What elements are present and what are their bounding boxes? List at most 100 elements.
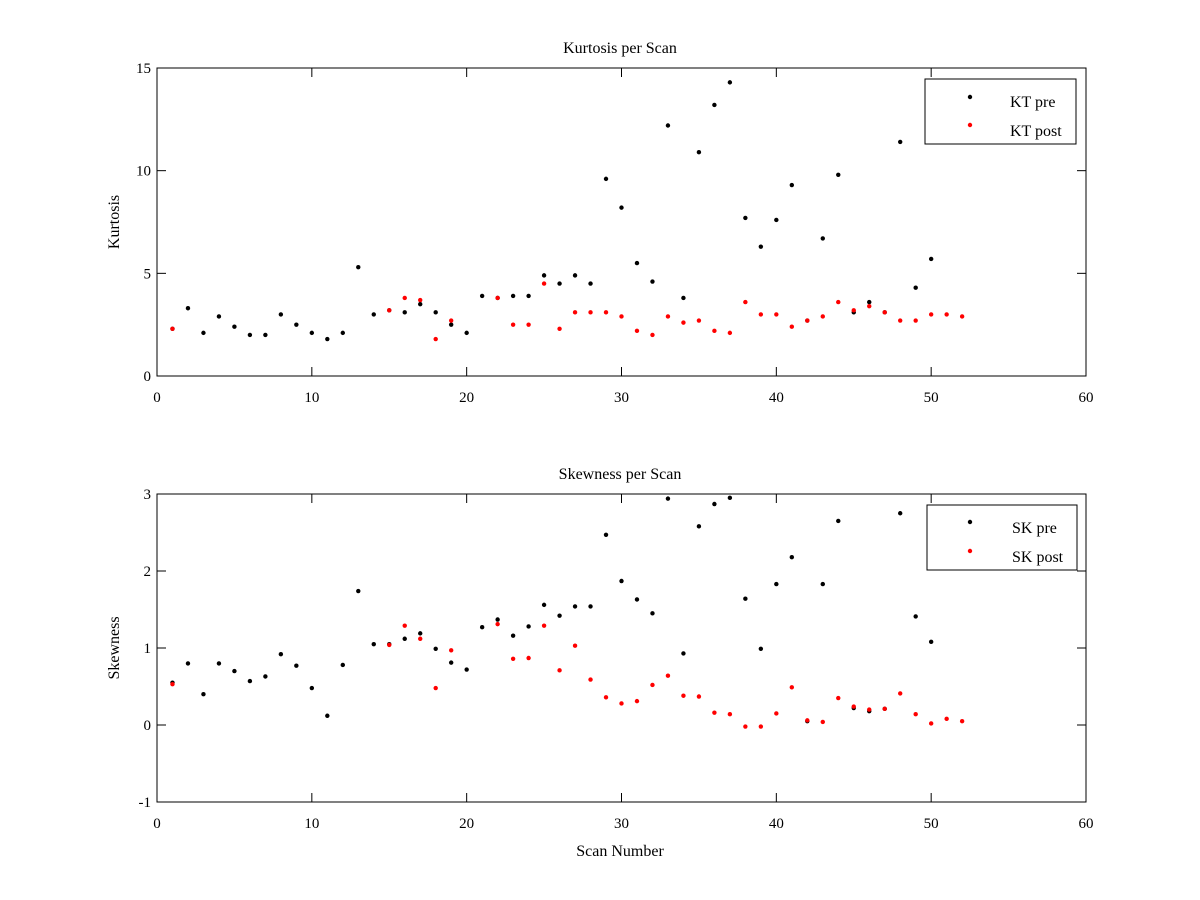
data-point-pre bbox=[325, 713, 330, 718]
data-point-post bbox=[433, 336, 438, 342]
x-tick-label: 40 bbox=[769, 816, 784, 832]
data-point-post bbox=[959, 718, 965, 724]
data-point-pre bbox=[479, 293, 485, 299]
data-point-post bbox=[836, 299, 841, 305]
x-tick-label: 0 bbox=[153, 390, 161, 406]
data-point-post bbox=[820, 719, 825, 725]
data-point-pre bbox=[247, 678, 253, 684]
data-point-post bbox=[650, 332, 655, 338]
axes-frame bbox=[156, 67, 1087, 377]
x-tick-label: 10 bbox=[304, 816, 319, 832]
data-point-pre bbox=[557, 281, 562, 286]
data-point-pre bbox=[898, 139, 903, 145]
data-point-pre bbox=[820, 236, 825, 241]
data-point-pre bbox=[448, 660, 454, 665]
data-point-post bbox=[510, 322, 516, 327]
data-point-post bbox=[867, 303, 872, 309]
data-point-post bbox=[959, 314, 965, 319]
legend-marker-sk-pre bbox=[967, 519, 973, 525]
data-point-post bbox=[882, 706, 887, 712]
data-point-post bbox=[526, 655, 531, 661]
data-point-pre bbox=[448, 322, 454, 327]
data-point-post bbox=[572, 310, 578, 315]
data-point-post bbox=[170, 681, 175, 687]
data-point-pre bbox=[201, 330, 206, 336]
data-point-pre bbox=[510, 293, 516, 299]
y-tick-label: 5 bbox=[144, 266, 152, 282]
data-point-pre bbox=[495, 617, 500, 622]
data-point-post bbox=[387, 642, 392, 648]
data-point-pre bbox=[588, 281, 593, 286]
data-point-post bbox=[789, 324, 795, 329]
data-point-pre bbox=[479, 625, 485, 630]
data-point-pre bbox=[557, 613, 562, 618]
data-point-pre bbox=[696, 524, 702, 529]
data-point-post bbox=[634, 328, 640, 334]
x-tick-label: 60 bbox=[1079, 390, 1094, 406]
data-point-pre bbox=[774, 217, 779, 223]
data-point-post bbox=[495, 295, 500, 301]
data-point-pre bbox=[665, 496, 671, 501]
legend-marker-kt-pre bbox=[967, 94, 973, 100]
data-point-pre bbox=[898, 511, 903, 516]
data-point-post bbox=[681, 320, 686, 325]
data-point-pre bbox=[247, 332, 253, 338]
data-point-post bbox=[603, 695, 609, 700]
data-point-post bbox=[867, 707, 872, 712]
kurtosis-axes: Kurtosis per Scan Kurtosis 0 10 20 30 40 50 60… bbox=[106, 40, 1094, 406]
data-point-pre bbox=[619, 205, 624, 210]
data-point-pre bbox=[433, 310, 438, 315]
data-point-pre bbox=[836, 518, 841, 524]
data-point-pre bbox=[712, 102, 717, 108]
data-point-post bbox=[696, 694, 702, 699]
data-point-post bbox=[898, 691, 903, 696]
data-point-post bbox=[557, 668, 562, 673]
data-point-pre bbox=[433, 646, 438, 651]
data-point-post bbox=[665, 673, 671, 678]
data-point-post bbox=[944, 716, 949, 722]
legend-label-kt-pre: KT pre bbox=[1010, 94, 1055, 111]
data-point-pre bbox=[294, 663, 299, 668]
data-point-pre bbox=[185, 306, 191, 311]
legend: SK pre SK post bbox=[926, 504, 1078, 571]
data-point-pre bbox=[727, 80, 733, 85]
x-tick-label: 10 bbox=[304, 390, 319, 406]
data-point-post bbox=[495, 621, 500, 627]
x-tick-label: 20 bbox=[459, 390, 474, 406]
y-tick-label: 0 bbox=[144, 369, 152, 385]
data-point-pre bbox=[278, 312, 284, 317]
data-point-pre bbox=[294, 322, 299, 327]
data-point-post bbox=[758, 724, 764, 729]
data-point-post bbox=[572, 643, 578, 648]
data-point-post bbox=[619, 314, 624, 319]
x-tick-label: 40 bbox=[769, 390, 784, 406]
data-point-pre bbox=[928, 639, 934, 645]
data-point-pre bbox=[541, 273, 547, 278]
data-point-post bbox=[712, 710, 717, 715]
x-tick-label: 20 bbox=[459, 816, 474, 832]
data-point-pre bbox=[325, 336, 330, 342]
x-tick-label: 60 bbox=[1079, 816, 1094, 832]
data-point-post bbox=[634, 698, 640, 704]
data-point-post bbox=[913, 318, 918, 323]
legend-marker-sk-post bbox=[967, 548, 973, 554]
data-point-pre bbox=[836, 172, 841, 177]
data-point-pre bbox=[681, 295, 686, 301]
data-point-pre bbox=[309, 330, 315, 336]
data-point-pre bbox=[727, 495, 733, 501]
data-point-post bbox=[882, 310, 887, 315]
skewness-axes: Skewness per Scan Skewness Scan Number 0… bbox=[106, 466, 1094, 860]
y-tick-label: 3 bbox=[144, 487, 152, 503]
chart-title: Skewness per Scan bbox=[559, 466, 682, 483]
data-point-post bbox=[387, 308, 392, 313]
data-point-pre bbox=[263, 674, 268, 679]
data-point-post bbox=[758, 312, 764, 317]
legend-marker-kt-post bbox=[967, 122, 973, 128]
data-point-pre bbox=[758, 244, 764, 249]
data-point-pre bbox=[510, 633, 516, 638]
data-point-post bbox=[789, 685, 795, 690]
data-point-pre bbox=[681, 651, 686, 656]
y-tick-label: 2 bbox=[144, 564, 152, 580]
legend: KT pre KT post bbox=[924, 78, 1077, 145]
chart-title: Kurtosis per Scan bbox=[563, 40, 677, 57]
